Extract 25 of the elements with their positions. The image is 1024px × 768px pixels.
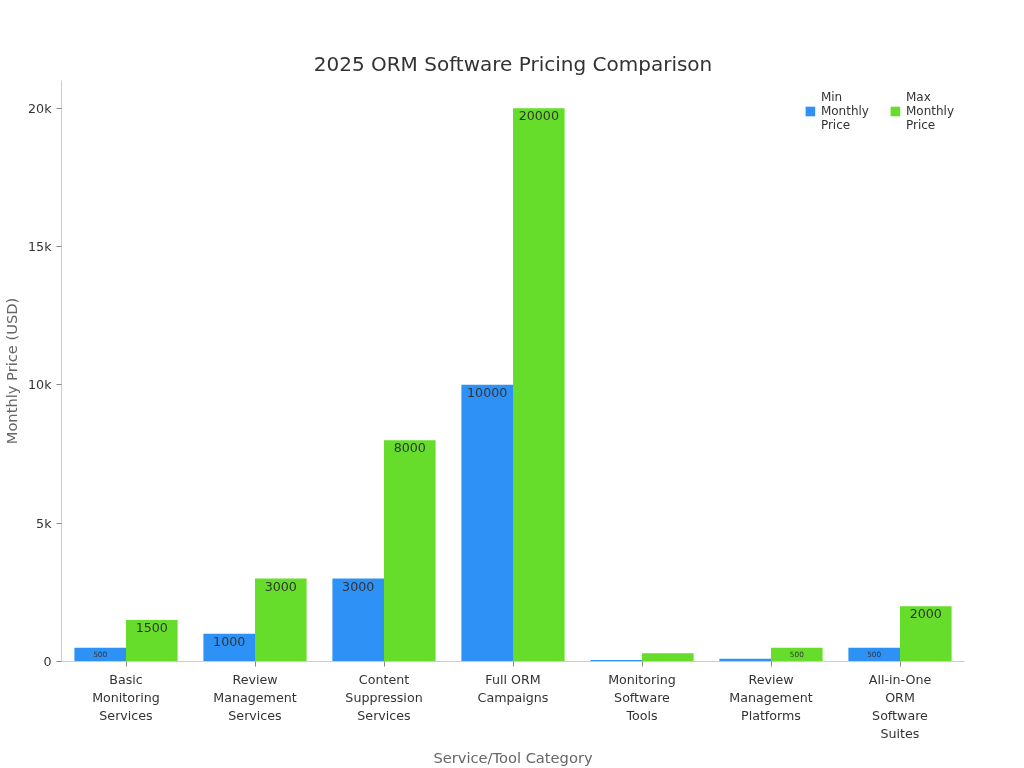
legend-label: Min Monthly Price <box>820 90 869 132</box>
data-label: 3000 <box>342 578 375 594</box>
chart-title: 2025 ORM Software Pricing Comparison <box>313 51 713 76</box>
data-label: 3000 <box>264 578 297 594</box>
y-tick-label: 0 <box>43 654 52 669</box>
y-tick-label: 15k <box>28 239 53 254</box>
x-tick-label: Review Management Services <box>213 671 297 723</box>
x-tick-label: All-in-One ORM Software Suites <box>868 671 932 741</box>
data-label: 2000 <box>909 606 942 622</box>
data-label: 8000 <box>393 440 426 456</box>
data-label: 1500 <box>135 620 168 635</box>
y-tick-label: 20k <box>28 100 53 116</box>
x-axis-title: Service/Tool Category <box>433 748 593 766</box>
y-tick-label: 10k <box>28 377 53 393</box>
x-tick-label: Basic Monitoring Services <box>92 671 160 723</box>
x-tick-label: Monitoring Software Tools <box>608 671 676 723</box>
legend-label: Max Monthly Price <box>905 90 954 132</box>
data-label: 10000 <box>467 384 508 400</box>
x-tick-label: Content Suppression Services <box>345 671 423 723</box>
x-tick-label: Full ORM Campaigns <box>477 671 549 705</box>
data-label: 1000 <box>213 633 246 649</box>
data-label: 20000 <box>518 108 559 124</box>
y-tick-label: 5k <box>36 515 53 531</box>
x-tick-label: Review Management Platforms <box>729 671 813 723</box>
y-axis-title: Monthly Price (USD) <box>3 297 21 445</box>
